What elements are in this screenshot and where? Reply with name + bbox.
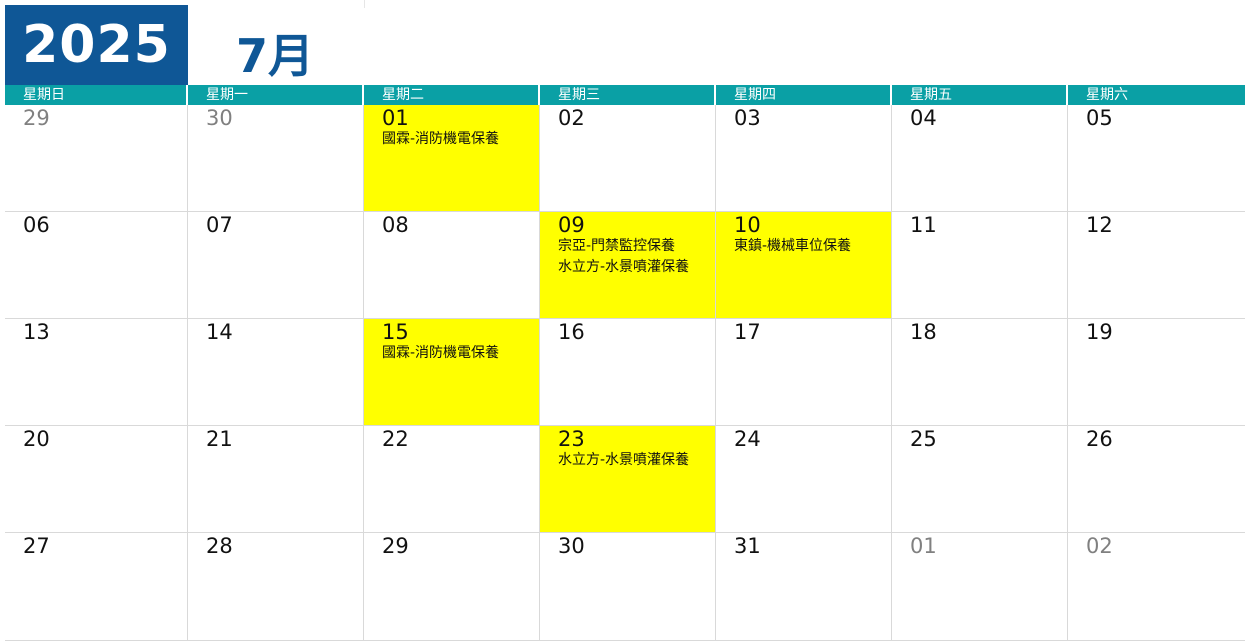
day-cell[interactable]: 22	[364, 426, 540, 533]
day-number: 12	[1086, 213, 1113, 237]
weekday-mon: 星期一	[188, 85, 364, 105]
day-number: 09	[558, 213, 585, 237]
weekday-tue: 星期二	[364, 85, 540, 105]
day-cell[interactable]: 03	[716, 105, 892, 212]
calendar-event[interactable]: 國霖-消防機電保養	[382, 345, 500, 361]
day-number: 29	[382, 534, 409, 558]
day-cell[interactable]: 21	[188, 426, 364, 533]
day-number: 01	[910, 534, 937, 558]
day-number: 07	[206, 213, 233, 237]
calendar-event[interactable]: 宗亞-門禁監控保養	[558, 238, 676, 254]
day-cell[interactable]: 06	[5, 212, 188, 319]
day-cell[interactable]: 23 水立方-水景噴灌保養	[540, 426, 716, 533]
day-cell[interactable]: 31	[716, 533, 892, 641]
weekday-fri: 星期五	[892, 85, 1068, 105]
day-cell[interactable]: 30	[188, 105, 364, 212]
day-cell[interactable]: 27	[5, 533, 188, 641]
day-cell[interactable]: 16	[540, 319, 716, 426]
day-number: 23	[558, 427, 585, 451]
calendar-event[interactable]: 國霖-消防機電保養	[382, 131, 500, 147]
weekday-thu: 星期四	[716, 85, 892, 105]
day-cell[interactable]: 02	[540, 105, 716, 212]
day-number: 24	[734, 427, 761, 451]
day-number: 05	[1086, 106, 1113, 130]
day-number: 04	[910, 106, 937, 130]
day-cell[interactable]: 18	[892, 319, 1068, 426]
day-cell[interactable]: 17	[716, 319, 892, 426]
day-cell[interactable]: 09 宗亞-門禁監控保養 水立方-水景噴灌保養	[540, 212, 716, 319]
calendar-event[interactable]: 東鎮-機械車位保養	[734, 238, 852, 254]
day-number: 26	[1086, 427, 1113, 451]
calendar-event[interactable]: 水立方-水景噴灌保養	[558, 259, 690, 275]
day-cell[interactable]: 04	[892, 105, 1068, 212]
weekday-wed: 星期三	[540, 85, 716, 105]
day-number: 11	[910, 213, 937, 237]
day-number: 29	[23, 106, 50, 130]
day-number: 22	[382, 427, 409, 451]
day-number: 28	[206, 534, 233, 558]
day-number: 19	[1086, 320, 1113, 344]
day-number: 06	[23, 213, 50, 237]
day-number: 15	[382, 320, 409, 344]
day-cell[interactable]: 01	[892, 533, 1068, 641]
year-title: 2025	[5, 5, 188, 85]
day-cell[interactable]: 11	[892, 212, 1068, 319]
day-cell[interactable]: 14	[188, 319, 364, 426]
day-number: 20	[23, 427, 50, 451]
day-cell[interactable]: 19	[1068, 319, 1245, 426]
day-number: 27	[23, 534, 50, 558]
calendar-event[interactable]: 水立方-水景噴灌保養	[558, 452, 690, 468]
top-divider	[364, 0, 365, 8]
day-number: 02	[1086, 534, 1113, 558]
day-cell[interactable]: 10 東鎮-機械車位保養	[716, 212, 892, 319]
day-cell[interactable]: 25	[892, 426, 1068, 533]
weekday-sat: 星期六	[1068, 85, 1245, 105]
day-cell[interactable]: 20	[5, 426, 188, 533]
day-cell[interactable]: 15 國霖-消防機電保養	[364, 319, 540, 426]
month-title: 7月	[236, 29, 315, 83]
calendar-grid: 29 30 01 國霖-消防機電保養 02 03 04 05 06 07 08 09 宗亞-門禁監控保養…	[5, 105, 1245, 641]
day-number: 17	[734, 320, 761, 344]
day-number: 03	[734, 106, 761, 130]
day-cell[interactable]: 29	[364, 533, 540, 641]
day-number: 14	[206, 320, 233, 344]
day-cell[interactable]: 08	[364, 212, 540, 319]
day-number: 01	[382, 106, 409, 130]
day-cell[interactable]: 13	[5, 319, 188, 426]
day-cell[interactable]: 24	[716, 426, 892, 533]
day-number: 16	[558, 320, 585, 344]
day-number: 30	[206, 106, 233, 130]
day-number: 18	[910, 320, 937, 344]
weekday-header-row: 星期日 星期一 星期二 星期三 星期四 星期五 星期六	[5, 85, 1245, 105]
day-cell[interactable]: 02	[1068, 533, 1245, 641]
day-cell[interactable]: 12	[1068, 212, 1245, 319]
day-number: 31	[734, 534, 761, 558]
day-cell[interactable]: 30	[540, 533, 716, 641]
day-cell[interactable]: 26	[1068, 426, 1245, 533]
weekday-sun: 星期日	[5, 85, 188, 105]
day-number: 25	[910, 427, 937, 451]
day-number: 30	[558, 534, 585, 558]
day-number: 13	[23, 320, 50, 344]
day-cell[interactable]: 05	[1068, 105, 1245, 212]
day-cell[interactable]: 29	[5, 105, 188, 212]
day-cell[interactable]: 28	[188, 533, 364, 641]
day-cell[interactable]: 07	[188, 212, 364, 319]
day-number: 21	[206, 427, 233, 451]
day-number: 08	[382, 213, 409, 237]
day-number: 02	[558, 106, 585, 130]
day-number: 10	[734, 213, 761, 237]
day-cell[interactable]: 01 國霖-消防機電保養	[364, 105, 540, 212]
